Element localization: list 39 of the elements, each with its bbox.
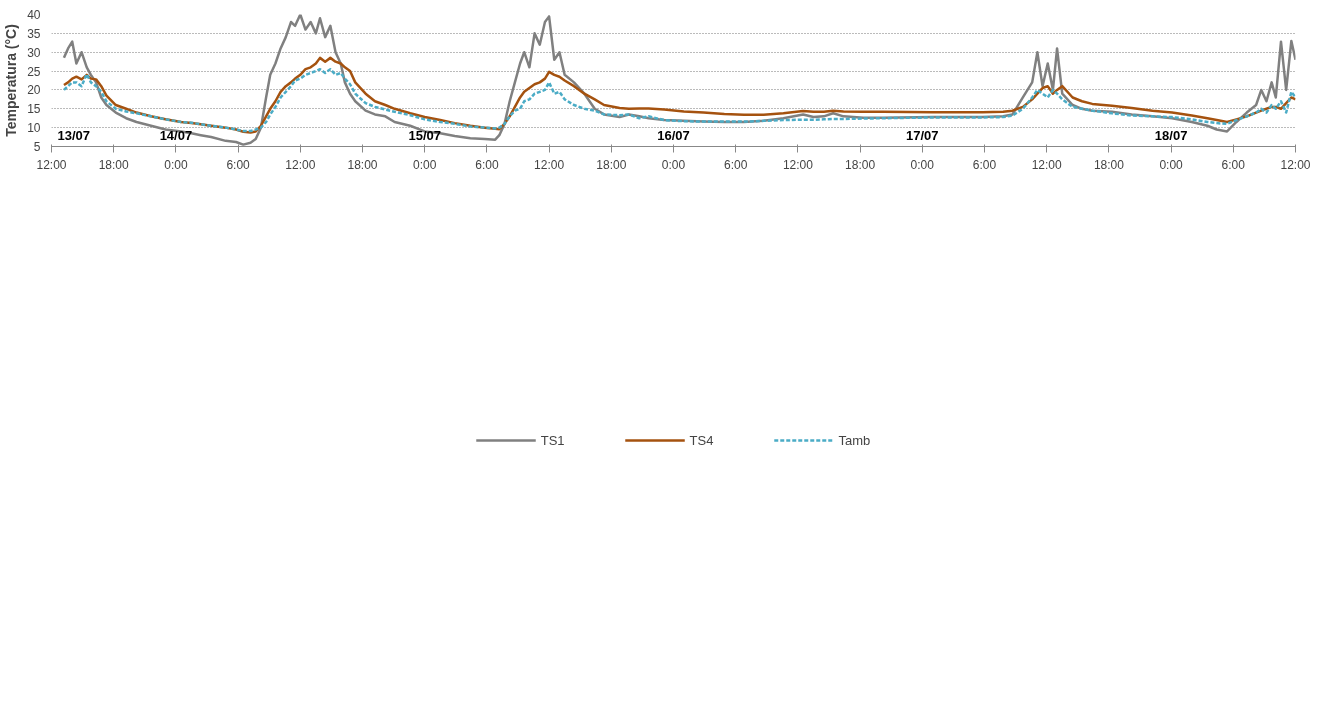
x-tick-label: 18:00 xyxy=(98,157,130,172)
y-tick-label: 35 xyxy=(27,26,41,41)
x-tick-label: 0:00 xyxy=(661,157,686,172)
x-tick-label: 18:00 xyxy=(845,157,876,172)
y-tick-label: 15 xyxy=(27,102,41,117)
x-tick-label: 6:00 xyxy=(724,157,748,172)
x-tick-label: 0:00 xyxy=(413,157,437,172)
x-tick-label: 6:00 xyxy=(972,157,997,172)
y-tick-label: 5 xyxy=(33,140,41,154)
y-tick-label: 20 xyxy=(27,83,41,98)
legend-label: TS4 xyxy=(689,432,714,448)
x-tick-label: 18:00 xyxy=(347,157,378,172)
y-tick-label: 25 xyxy=(27,64,41,79)
legend-label: Tamb xyxy=(838,432,871,448)
x-tick-label: 0:00 xyxy=(164,157,188,172)
x-tick-label: 12:00 xyxy=(1031,157,1063,172)
y-tick-label: 30 xyxy=(27,45,41,60)
annotation: 18/07 xyxy=(1154,127,1188,143)
x-tick-label: 6:00 xyxy=(1221,157,1246,172)
annotation: 17/07 xyxy=(906,127,939,143)
annotation: 15/07 xyxy=(408,127,441,143)
y-tick-label: 40 xyxy=(27,8,41,22)
x-tick-label: 6:00 xyxy=(226,157,251,172)
annotation: 14/07 xyxy=(159,127,193,143)
x-tick-label: 12:00 xyxy=(1280,157,1311,172)
annotation: 13/07 xyxy=(57,127,91,143)
annotation: 16/07 xyxy=(657,127,690,143)
x-tick-label: 0:00 xyxy=(1159,157,1184,172)
x-tick-label: 12:00 xyxy=(36,157,67,172)
legend-label: TS1 xyxy=(540,432,565,448)
x-tick-label: 12:00 xyxy=(782,157,814,172)
x-tick-label: 18:00 xyxy=(596,157,627,172)
x-tick-label: 18:00 xyxy=(1093,157,1125,172)
x-tick-label: 6:00 xyxy=(475,157,499,172)
x-tick-label: 12:00 xyxy=(534,157,565,172)
y-axis-title: Temperatura (°C) xyxy=(3,24,20,137)
x-tick-label: 0:00 xyxy=(910,157,935,172)
y-tick-label: 10 xyxy=(27,121,41,136)
x-tick-label: 12:00 xyxy=(285,157,316,172)
